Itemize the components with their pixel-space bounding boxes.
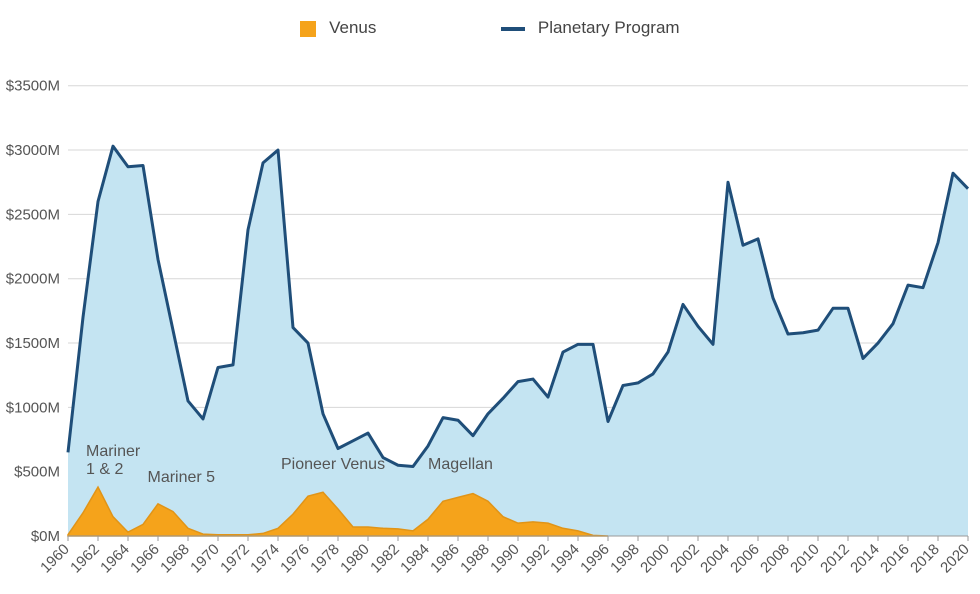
x-tick-label: 1988	[457, 541, 493, 577]
annotation: Mariner 5	[148, 469, 216, 486]
x-tick-label: 1974	[247, 541, 283, 577]
x-axis: 1960196219641966196819701972197419761978…	[37, 536, 973, 576]
chart-svg: $0M $500M $1000M $1500M $2000M $2500M $3000M $3…	[0, 0, 980, 594]
chart-container: Venus Planetary Program $0M $500M $1000M $1…	[0, 0, 980, 594]
legend-label-planetary: Planetary Program	[538, 18, 680, 37]
legend-swatch-venus	[300, 21, 316, 37]
x-tick-label: 2008	[757, 541, 793, 577]
y-tick-label: $0M	[31, 528, 60, 545]
x-tick-label: 1968	[157, 541, 193, 577]
x-tick-label: 1992	[517, 541, 553, 577]
x-tick-label: 1986	[427, 541, 463, 577]
x-tick-label: 1966	[127, 541, 163, 577]
x-tick-label: 1964	[97, 541, 133, 577]
x-tick-label: 2006	[727, 541, 763, 577]
x-tick-label: 1982	[367, 541, 403, 577]
x-tick-label: 1998	[607, 541, 643, 577]
x-tick-label: 2014	[847, 541, 883, 577]
x-tick-label: 2000	[637, 541, 673, 577]
x-tick-label: 2002	[667, 541, 703, 577]
x-tick-label: 2004	[697, 541, 733, 577]
x-tick-label: 1962	[67, 541, 103, 577]
y-tick-label: $2000M	[6, 271, 60, 288]
x-tick-label: 1976	[277, 541, 313, 577]
x-tick-label: 2016	[877, 541, 913, 577]
x-tick-label: 1980	[337, 541, 373, 577]
x-tick-label: 1972	[217, 541, 253, 577]
x-tick-label: 2010	[787, 541, 823, 577]
annotation: Magellan	[428, 456, 493, 473]
x-tick-label: 1990	[487, 541, 523, 577]
x-tick-label: 2018	[907, 541, 943, 577]
x-tick-label: 2020	[937, 541, 973, 577]
y-tick-label: $3500M	[6, 78, 60, 95]
y-tick-label: $3000M	[6, 142, 60, 159]
x-tick-label: 1960	[37, 541, 73, 577]
y-tick-label: $1000M	[6, 399, 60, 416]
annotation: Pioneer Venus	[281, 456, 385, 473]
x-tick-label: 1978	[307, 541, 343, 577]
legend-item-venus: Venus	[300, 18, 376, 38]
x-tick-label: 1996	[577, 541, 613, 577]
legend-swatch-planetary	[501, 27, 525, 31]
y-tick-label: $500M	[14, 464, 60, 481]
x-tick-label: 1994	[547, 541, 583, 577]
y-tick-label: $1500M	[6, 335, 60, 352]
y-tick-label: $2500M	[6, 206, 60, 223]
legend-label-venus: Venus	[329, 18, 376, 37]
legend-item-planetary: Planetary Program	[501, 18, 679, 38]
x-tick-label: 1984	[397, 541, 433, 577]
legend: Venus Planetary Program	[0, 18, 980, 38]
x-tick-label: 2012	[817, 541, 853, 577]
x-tick-label: 1970	[187, 541, 223, 577]
